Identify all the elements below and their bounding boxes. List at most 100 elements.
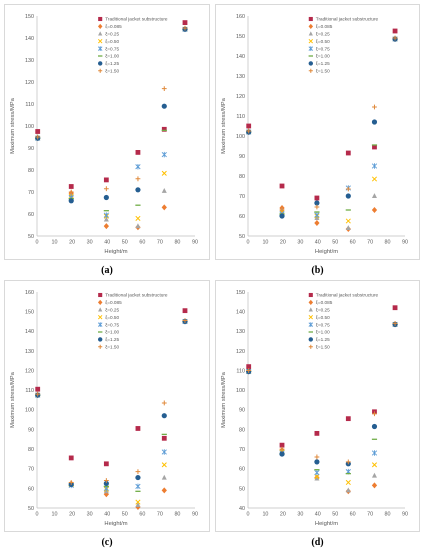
point-xi-0-75	[135, 163, 141, 170]
legend-marker-xi-1-50	[98, 68, 103, 73]
point-xi-0-25	[161, 188, 167, 193]
legend-label: ξ=0.75	[316, 46, 330, 52]
point-traditional-jacket-substructure	[372, 144, 377, 150]
point-xi-0-25	[161, 474, 167, 480]
x-tick-label: 20	[69, 240, 75, 246]
chart-panel-a: 50 60 70 80 90 100 110 120 130 140 150 0 10 20 30 40 50 6…	[4, 4, 210, 260]
legend-label: ξ=1.50	[105, 345, 119, 351]
legend-label: Traditional jacket substructure	[105, 17, 168, 22]
point-xi-0-085	[161, 204, 167, 211]
y-tick-label: 60	[28, 486, 34, 492]
point-traditional-jacket-substructure	[35, 129, 41, 134]
legend-item: ξ=0.25	[98, 307, 120, 314]
point-traditional-jacket-substructure	[279, 442, 285, 448]
series-traditional-jacket-substructure	[35, 308, 188, 467]
scatter-chart-d: 40 50 60 70 80 90 100 110 120 130 140 150 0 10 20 30 40 5…	[221, 290, 408, 527]
legend: Traditional jacket substructure ξ=0.085 ξ=…	[97, 17, 168, 75]
point-xi-1-50	[345, 459, 351, 465]
legend-item: ξ=0.75	[97, 322, 120, 328]
point-xi-1-25	[135, 187, 141, 193]
point-xi-0-25	[103, 216, 109, 222]
legend-marker-xi-1-50	[98, 344, 103, 349]
y-tick-label: 60	[28, 212, 34, 218]
y-tick-label: 100	[25, 408, 34, 414]
y-tick-label: 130	[236, 329, 245, 335]
point-xi-1-50	[246, 368, 252, 373]
y-tick-label: 70	[239, 194, 245, 200]
x-tick-label: 90	[402, 240, 408, 246]
point-xi-1-50	[103, 478, 109, 483]
data-points	[35, 308, 188, 511]
point-xi-1-25	[371, 119, 378, 125]
point-xi-0-085	[371, 207, 378, 213]
series-xi-1-25	[35, 26, 188, 204]
point-xi-1-50	[68, 189, 74, 195]
point-xi-1-50	[161, 86, 167, 91]
y-tick-label: 150	[25, 14, 34, 20]
y-tick-label: 100	[236, 134, 245, 140]
y-tick-label: 40	[239, 506, 245, 512]
legend-label: Traditional jacket substructure	[105, 293, 168, 298]
legend-label: ξ=1.00	[105, 330, 119, 336]
point-xi-0-085	[314, 220, 320, 226]
legend-marker-xi-0-50	[308, 314, 314, 320]
legend-item: ξ=0.25	[308, 31, 330, 38]
point-xi-0-75	[161, 449, 167, 455]
panel-label-a: (a)	[101, 265, 113, 276]
x-tick-label: 20	[69, 512, 75, 518]
point-xi-1-50	[372, 411, 377, 417]
legend-item: ξ=1.00	[308, 54, 330, 60]
point-traditional-jacket-substructure	[103, 461, 109, 467]
legend-label: ξ=0.085	[316, 24, 333, 30]
point-traditional-jacket-substructure	[182, 20, 188, 25]
y-tick-label: 110	[25, 388, 34, 394]
legend-label: ξ=0.085	[105, 300, 122, 306]
y-tick-label: 120	[25, 80, 34, 86]
legend-item: Traditional jacket substructure	[308, 293, 379, 298]
point-traditional-jacket-substructure	[246, 123, 252, 129]
point-xi-0-75	[314, 212, 320, 218]
y-axis-title: Maximum stress/MPa	[221, 371, 227, 427]
point-traditional-jacket-substructure	[161, 435, 167, 441]
y-tick-label: 150	[25, 310, 34, 316]
legend-marker-xi-0-25	[308, 31, 313, 36]
x-axis-title: Height/m	[315, 521, 338, 527]
legend: Traditional jacket substructure ξ=0.085 ξ=…	[97, 293, 168, 351]
legend-item: ξ=1.25	[97, 61, 120, 67]
legend-marker-traditional-jacket-substructure	[308, 16, 313, 22]
point-xi-0-25	[314, 475, 320, 481]
x-tick-label: 0	[36, 240, 39, 246]
y-tick-label: 160	[236, 14, 245, 20]
legend-item: ξ=0.50	[97, 315, 120, 321]
point-traditional-jacket-substructure	[161, 126, 167, 132]
x-tick-label: 50	[332, 512, 338, 518]
legend-label: ξ=0.75	[105, 322, 119, 328]
x-tick-label: 10	[262, 512, 268, 518]
y-tick-label: 140	[25, 329, 34, 335]
point-xi-0-50	[345, 479, 351, 486]
legend-item: ξ=1.50	[98, 344, 120, 351]
y-tick-label: 100	[236, 388, 245, 394]
series-xi-1-25	[246, 321, 398, 467]
point-xi-0-50	[314, 474, 320, 480]
y-tick-label: 50	[239, 486, 245, 492]
point-traditional-jacket-substructure	[314, 195, 320, 201]
point-xi-0-25	[135, 223, 141, 229]
point-xi-0-085	[371, 482, 378, 489]
x-tick-label: 40	[104, 240, 110, 246]
y-tick-label: 120	[236, 349, 245, 355]
legend-item: ξ=1.50	[308, 345, 330, 351]
point-xi-0-50	[345, 218, 351, 224]
legend-item: ξ=1.00	[308, 330, 330, 336]
legend-label: ξ=0.25	[105, 308, 119, 314]
point-xi-1-50	[182, 25, 188, 31]
legend-label: ξ=1.00	[316, 54, 330, 60]
legend-item: ξ=1.00	[97, 330, 120, 336]
point-xi-1-25	[161, 103, 167, 109]
legend-item: Traditional jacket substructure	[98, 17, 168, 22]
y-tick-label: 140	[236, 310, 245, 316]
y-tick-label: 110	[236, 368, 245, 374]
y-tick-label: 70	[239, 447, 245, 453]
legend-item: ξ=0.75	[308, 322, 330, 328]
point-xi-1-25	[135, 474, 141, 481]
